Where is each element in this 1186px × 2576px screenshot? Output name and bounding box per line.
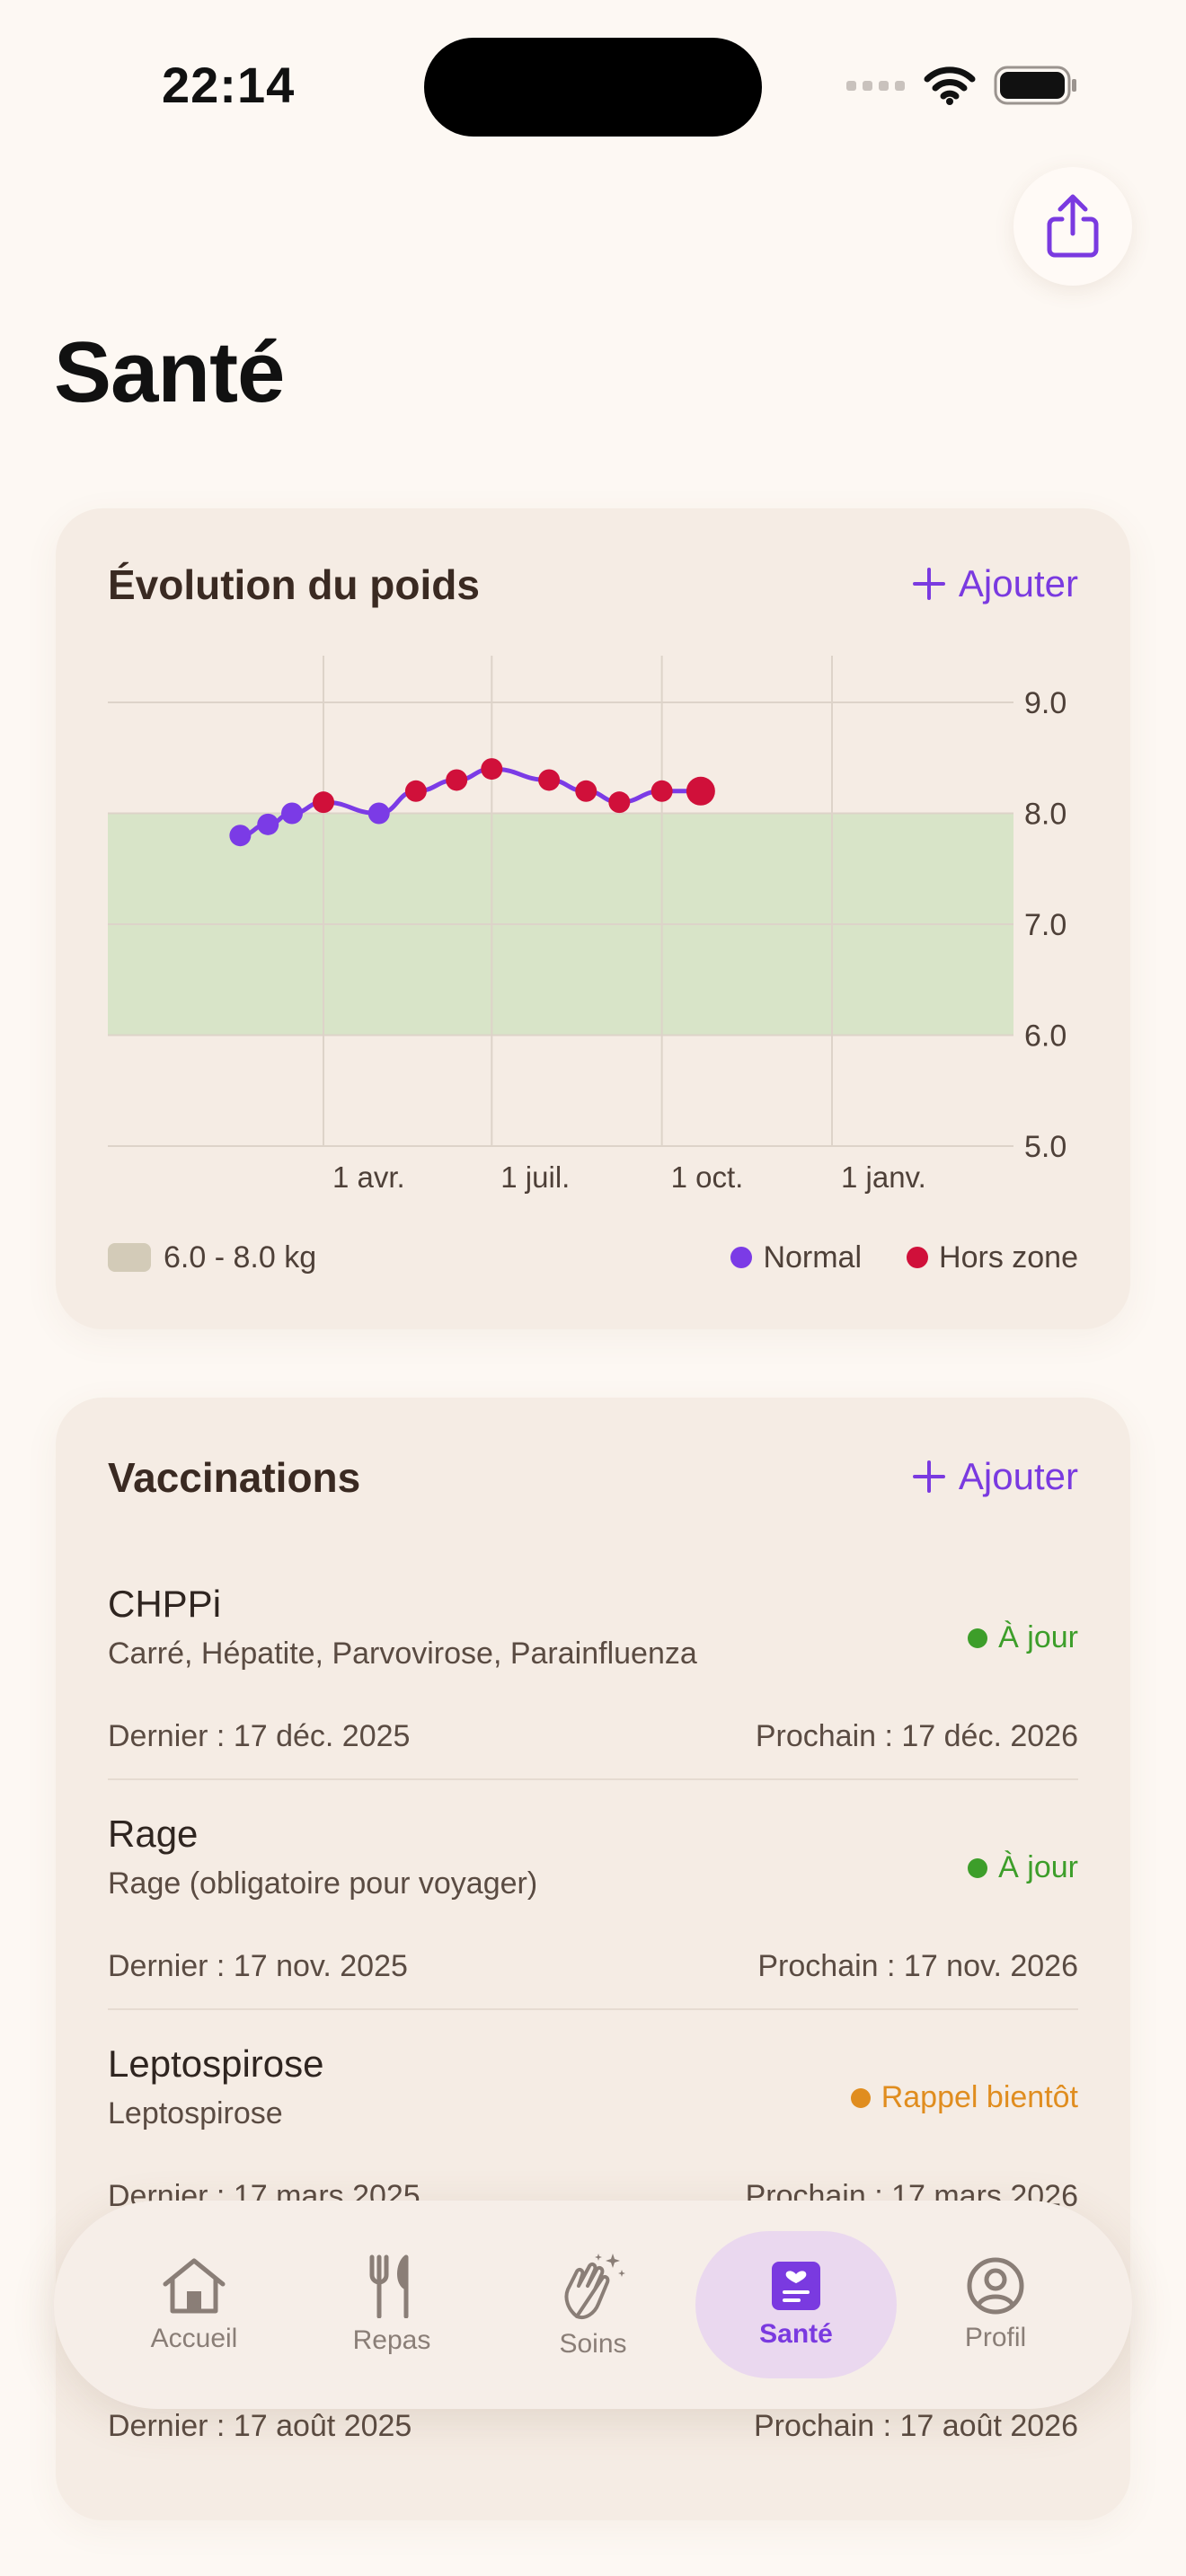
status-icons bbox=[846, 63, 1078, 108]
tab-accueil[interactable]: Accueil bbox=[93, 2201, 295, 2409]
weight-point bbox=[404, 780, 427, 802]
weight-point bbox=[608, 791, 631, 814]
weight-point bbox=[446, 769, 468, 791]
legend-out-dot bbox=[907, 1247, 929, 1268]
vaccination-status: À jour bbox=[968, 1850, 1078, 1885]
dynamic-island bbox=[424, 38, 762, 137]
range-label: 6.0 - 8.0 kg bbox=[164, 1239, 317, 1275]
person-circle-icon bbox=[967, 2257, 1024, 2315]
y-tick-label: 5.0 bbox=[1024, 1130, 1067, 1164]
vaccination-next-date: Prochain : 17 déc. 2026 bbox=[755, 1719, 1078, 1753]
status-time: 22:14 bbox=[162, 57, 296, 113]
health-book-icon bbox=[772, 2262, 820, 2310]
vaccination-description: Rage (obligatoire pour voyager) bbox=[108, 1866, 538, 1901]
vaccination-item-chppi[interactable]: CHPPi Carré, Hépatite, Parvovirose, Para… bbox=[108, 1583, 1078, 1813]
y-tick-label: 8.0 bbox=[1024, 798, 1067, 832]
vaccination-status: Rappel bientôt bbox=[850, 2080, 1078, 2115]
tab-profil[interactable]: Profil bbox=[895, 2201, 1096, 2409]
vaccination-name: Leptospirose bbox=[108, 2042, 324, 2085]
vaccination-status-label: À jour bbox=[998, 1620, 1078, 1654]
status-dot bbox=[968, 1628, 988, 1648]
weight-chart: 1 avr. 1 juil. 1 oct. 1 janv. 9.0 8.0 7.0 6.0 5.… bbox=[108, 656, 1067, 1194]
add-vaccination-button[interactable]: Ajouter bbox=[912, 1455, 1078, 1498]
tab-sante[interactable]: Santé bbox=[695, 2231, 897, 2378]
hands-sparkles-icon bbox=[564, 2254, 625, 2319]
tab-label: Repas bbox=[352, 2325, 431, 2355]
legend-normal-dot bbox=[730, 1247, 753, 1268]
cellular-signal-icon bbox=[846, 81, 905, 91]
add-weight-button[interactable]: Ajouter bbox=[912, 562, 1078, 605]
weight-card: Évolution du poids Ajouter 1 avr. 1 juil.… bbox=[56, 508, 1130, 1329]
plus-icon bbox=[912, 568, 945, 600]
vaccination-name: Rage bbox=[108, 1813, 199, 1855]
add-weight-label: Ajouter bbox=[958, 562, 1078, 604]
vaccination-name: CHPPi bbox=[108, 1583, 222, 1625]
vaccination-status-label: Rappel bientôt bbox=[881, 2080, 1078, 2114]
tab-soins[interactable]: Soins bbox=[492, 2201, 694, 2409]
vaccination-description: Carré, Hépatite, Parvovirose, Parainflue… bbox=[108, 1636, 697, 1671]
vaccination-last-date: Dernier : 17 nov. 2025 bbox=[108, 1949, 408, 1983]
weight-point bbox=[575, 780, 597, 802]
share-button[interactable] bbox=[1013, 167, 1132, 286]
tab-label: Soins bbox=[559, 2329, 627, 2359]
fork-knife-icon bbox=[369, 2254, 409, 2318]
x-tick-label: 1 juil. bbox=[500, 1160, 570, 1194]
weight-point bbox=[686, 776, 715, 806]
weight-point bbox=[367, 802, 390, 825]
tab-label: Santé bbox=[759, 2319, 833, 2349]
wifi-icon bbox=[924, 66, 976, 105]
vaccination-item-rage[interactable]: Rage Rage (obligatoire pour voyager) À j… bbox=[108, 1813, 1078, 2042]
weight-point bbox=[651, 780, 673, 802]
y-tick-label: 6.0 bbox=[1024, 1019, 1067, 1054]
vaccination-last-date: Dernier : 17 déc. 2025 bbox=[108, 1719, 411, 1753]
weight-point bbox=[257, 813, 279, 835]
weight-point bbox=[538, 769, 561, 791]
x-tick-label: 1 janv. bbox=[841, 1160, 926, 1194]
legend-out-label: Hors zone bbox=[939, 1239, 1078, 1275]
house-icon bbox=[163, 2258, 226, 2314]
chart-legend: 6.0 - 8.0 kg Normal Hors zone bbox=[108, 1238, 1078, 1277]
vaccination-last-date: Dernier : 17 août 2025 bbox=[108, 2409, 412, 2443]
share-icon bbox=[1047, 194, 1099, 258]
vaccination-next-date: Prochain : 17 nov. 2026 bbox=[757, 1949, 1078, 1983]
weight-point bbox=[281, 802, 304, 825]
weight-point bbox=[481, 758, 503, 781]
y-tick-label: 7.0 bbox=[1024, 908, 1067, 942]
weight-point bbox=[229, 825, 252, 847]
battery-icon bbox=[994, 66, 1076, 105]
status-dot bbox=[850, 2087, 871, 2108]
tab-bar: Accueil Repas Soins Santé Pro bbox=[54, 2201, 1132, 2409]
weight-card-title: Évolution du poids bbox=[108, 561, 480, 608]
tab-label: Accueil bbox=[150, 2324, 238, 2353]
vaccinations-title: Vaccinations bbox=[108, 1454, 361, 1501]
plus-icon bbox=[912, 1460, 945, 1493]
status-dot bbox=[968, 1857, 988, 1878]
page-title: Santé bbox=[54, 324, 285, 420]
divider bbox=[108, 2008, 1078, 2010]
vaccination-status: À jour bbox=[968, 1620, 1078, 1655]
tab-label: Profil bbox=[964, 2323, 1027, 2352]
tab-repas[interactable]: Repas bbox=[291, 2201, 492, 2409]
y-tick-label: 9.0 bbox=[1024, 686, 1067, 720]
vaccination-status-label: À jour bbox=[998, 1850, 1078, 1884]
vaccination-item-partial[interactable]: Dernier : 17 août 2025 Prochain : 17 aoû… bbox=[108, 2272, 1078, 2502]
x-tick-label: 1 oct. bbox=[671, 1160, 744, 1194]
legend-normal-label: Normal bbox=[763, 1239, 863, 1275]
range-swatch bbox=[108, 1243, 151, 1272]
vaccination-next-date: Prochain : 17 août 2026 bbox=[753, 2409, 1078, 2443]
vaccination-description: Leptospirose bbox=[108, 2096, 283, 2130]
weight-point bbox=[313, 791, 334, 814]
add-vaccination-label: Ajouter bbox=[958, 1455, 1078, 1497]
divider bbox=[108, 1778, 1078, 1780]
x-tick-label: 1 avr. bbox=[332, 1160, 405, 1194]
